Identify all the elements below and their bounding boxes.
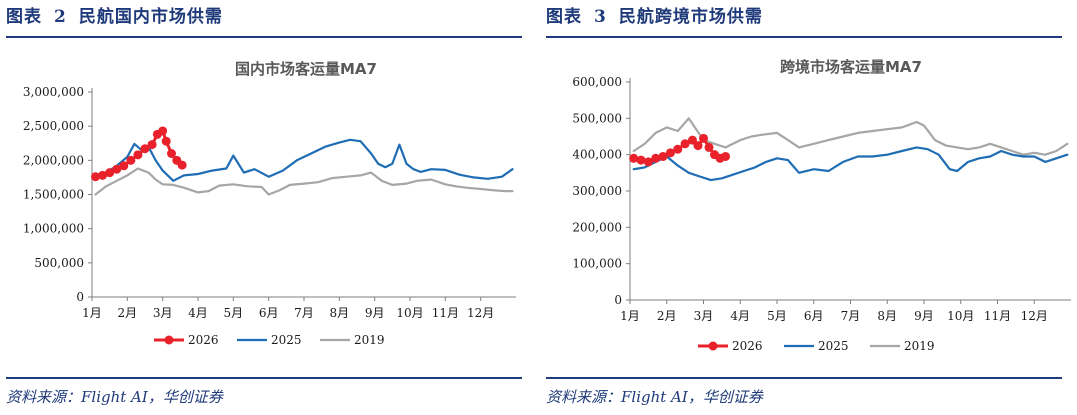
caption-divider	[546, 36, 1062, 38]
x-tick-label: 4月	[188, 306, 208, 320]
data-point-2026	[133, 150, 143, 160]
data-point-2026	[687, 135, 697, 145]
y-tick-label: 1,000,000	[23, 222, 84, 236]
data-point-2026	[147, 140, 157, 150]
y-tick-label: 0	[76, 290, 84, 304]
x-tick-label: 2月	[118, 306, 138, 320]
y-tick-label: 500,000	[34, 256, 84, 270]
x-tick-label: 1月	[620, 309, 640, 323]
chart-crossborder: 跨境市场客运量MA7 0 100,000 200,000 300,000 400,000 5…	[572, 58, 1071, 353]
data-point-2026	[721, 151, 731, 161]
figure-caption: 图表 3 民航跨境市场供需	[546, 7, 763, 27]
chart-domestic: 国内市场客运量MA7 0 500,000 1,000,000 1,500,000 2,00…	[23, 60, 516, 347]
y-tick-label: 300,000	[572, 184, 622, 198]
legend-label-2019: 2019	[904, 339, 935, 353]
data-point-2026	[658, 151, 668, 161]
data-point-2026	[126, 155, 136, 165]
data-point-2026	[119, 161, 129, 171]
data-point-2026	[158, 126, 168, 136]
x-tick-label: 4月	[730, 309, 750, 323]
x-tick-label: 6月	[804, 309, 824, 323]
x-tick-label: 5月	[224, 306, 244, 320]
x-tick-label: 10月	[396, 306, 423, 320]
x-tick-label: 9月	[365, 306, 385, 320]
legend-marker-2026	[708, 341, 718, 351]
data-point-2026	[98, 170, 108, 180]
data-point-2026	[140, 144, 150, 154]
y-tick-label: 2,000,000	[23, 153, 84, 167]
y-tick-label: 0	[614, 293, 622, 307]
x-tick-label: 12月	[1021, 309, 1048, 323]
chart-title: 跨境市场客运量MA7	[780, 58, 922, 76]
source-note: 资料来源：Flight AI，华创证券	[546, 388, 763, 406]
x-tick-label: 9月	[914, 309, 934, 323]
y-tick-label: 100,000	[572, 257, 622, 271]
y-tick-label: 200,000	[572, 220, 622, 234]
data-point-2026	[673, 144, 683, 154]
x-tick-label: 11月	[984, 309, 1011, 323]
legend-marker-2026	[164, 335, 174, 345]
x-tick-label: 6月	[259, 306, 279, 320]
data-point-2026	[704, 142, 714, 152]
data-point-2026	[167, 149, 176, 158]
y-tick-label: 1,500,000	[23, 188, 84, 202]
x-tick-label: 5月	[767, 309, 787, 323]
data-point-2026	[665, 148, 675, 158]
y-tick-label: 400,000	[572, 148, 622, 162]
data-point-2026	[651, 153, 661, 163]
y-tick-label: 2,500,000	[23, 119, 84, 133]
x-tick-label: 7月	[294, 306, 314, 320]
x-tick-label: 12月	[467, 306, 494, 320]
source-divider	[546, 377, 1062, 379]
x-tick-label: 8月	[877, 309, 897, 323]
x-tick-label: 3月	[153, 306, 173, 320]
series-line-2019	[94, 167, 514, 196]
x-tick-label: 2月	[657, 309, 677, 323]
x-tick-label: 3月	[694, 309, 714, 323]
data-point-2026	[693, 141, 703, 151]
x-tick-label: 10月	[947, 309, 974, 323]
data-point-2026	[636, 155, 646, 165]
data-point-2026	[699, 133, 708, 143]
figure-panel-crossborder: 图表 3 民航跨境市场供需 跨境市场客运量MA7 0 100,000 200,000 300…	[546, 0, 1071, 415]
figure-caption: 图表 2 民航国内市场供需	[6, 7, 223, 27]
source-note: 资料来源：Flight AI，华创证券	[6, 388, 223, 406]
legend-label-2019: 2019	[354, 333, 385, 347]
y-tick-label: 600,000	[572, 75, 622, 89]
series-line-2025	[94, 138, 514, 182]
data-point-2026	[629, 153, 639, 163]
data-point-2026	[177, 160, 187, 170]
chart-title: 国内市场客运量MA7	[235, 60, 377, 78]
data-point-2026	[105, 168, 115, 178]
data-point-2026	[161, 136, 171, 146]
x-tick-label: 1月	[82, 306, 102, 320]
x-tick-label: 11月	[432, 306, 459, 320]
legend-label-2026: 2026	[188, 333, 219, 347]
chart-legend: 2026 2025 2019	[698, 339, 935, 353]
legend-label-2026: 2026	[732, 339, 763, 353]
caption-divider	[6, 36, 522, 38]
x-tick-label: 8月	[330, 306, 350, 320]
y-tick-label: 3,000,000	[23, 85, 84, 99]
figure-panel-domestic: 图表 2 民航国内市场供需 国内市场客运量MA7 0 500,000 1,000,000 1…	[6, 0, 522, 415]
legend-label-2025: 2025	[271, 333, 302, 347]
chart-legend: 2026 2025 2019	[154, 333, 385, 347]
data-point-2026	[91, 172, 101, 182]
series-line-2025	[632, 146, 1069, 182]
x-tick-label: 7月	[841, 309, 861, 323]
data-point-2026	[112, 164, 122, 174]
data-point-2026	[643, 157, 653, 167]
series-line-2019	[632, 117, 1069, 156]
y-tick-label: 500,000	[572, 111, 622, 125]
legend-label-2025: 2025	[818, 339, 849, 353]
source-divider	[6, 377, 522, 379]
data-point-2026	[680, 139, 690, 149]
